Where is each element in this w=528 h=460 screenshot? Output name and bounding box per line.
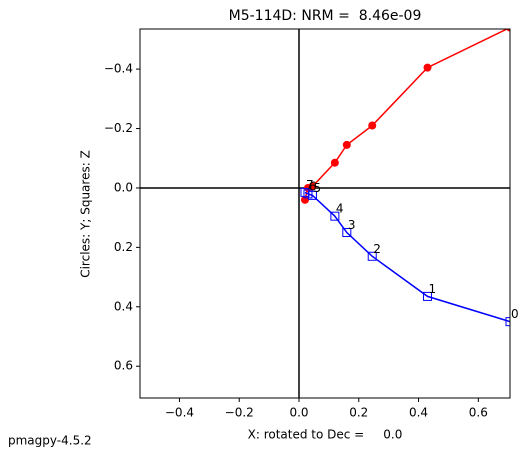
y-tick-label: 0.0 (114, 180, 133, 194)
circle-marker (423, 63, 432, 72)
square-marker (303, 189, 313, 199)
point-label: 7 (306, 178, 314, 192)
x-tick-label: 0.0 (289, 406, 308, 420)
square-marker (423, 291, 433, 301)
y-tick-label: 0.2 (114, 240, 133, 254)
square-marker (300, 187, 310, 197)
point-label: 2 (373, 242, 381, 256)
x-tick-label: 0.4 (409, 406, 428, 420)
circle-marker (330, 158, 339, 167)
y-tick-label: −0.4 (104, 62, 133, 76)
chart-title: M5-114D: NRM = 8.46e-09 (229, 8, 422, 24)
circle-marker (368, 121, 377, 130)
y-tick-label: −0.2 (104, 121, 133, 135)
point-label: 1 (429, 282, 437, 296)
x-tick-label: −0.4 (165, 406, 194, 420)
y-tick-label: 0.6 (114, 359, 133, 373)
square-marker (367, 251, 377, 261)
y-axis-label: Circles: Y; Squares: Z (79, 150, 93, 278)
point-label: 6 (309, 179, 317, 193)
series-line (304, 29, 509, 201)
x-tick-label: 0.2 (349, 406, 368, 420)
point-label: 3 (348, 218, 356, 232)
x-tick-label: −0.2 (225, 406, 254, 420)
y-tick-label: 0.4 (114, 299, 133, 313)
point-label: 0 (511, 307, 519, 321)
x-axis-label: X: rotated to Dec = 0.0 (248, 428, 403, 442)
footer: pmagpy-4.5.2 (8, 434, 92, 448)
x-tick-label: 0.6 (469, 406, 488, 420)
circle-marker (300, 195, 309, 204)
square-marker (330, 211, 340, 221)
square-marker (505, 317, 510, 327)
point-label: 4 (336, 202, 344, 216)
point-label: 5 (313, 181, 321, 195)
circle-marker (506, 29, 510, 32)
plot-frame (139, 28, 511, 399)
square-marker (342, 228, 352, 238)
circle-marker (342, 140, 351, 149)
